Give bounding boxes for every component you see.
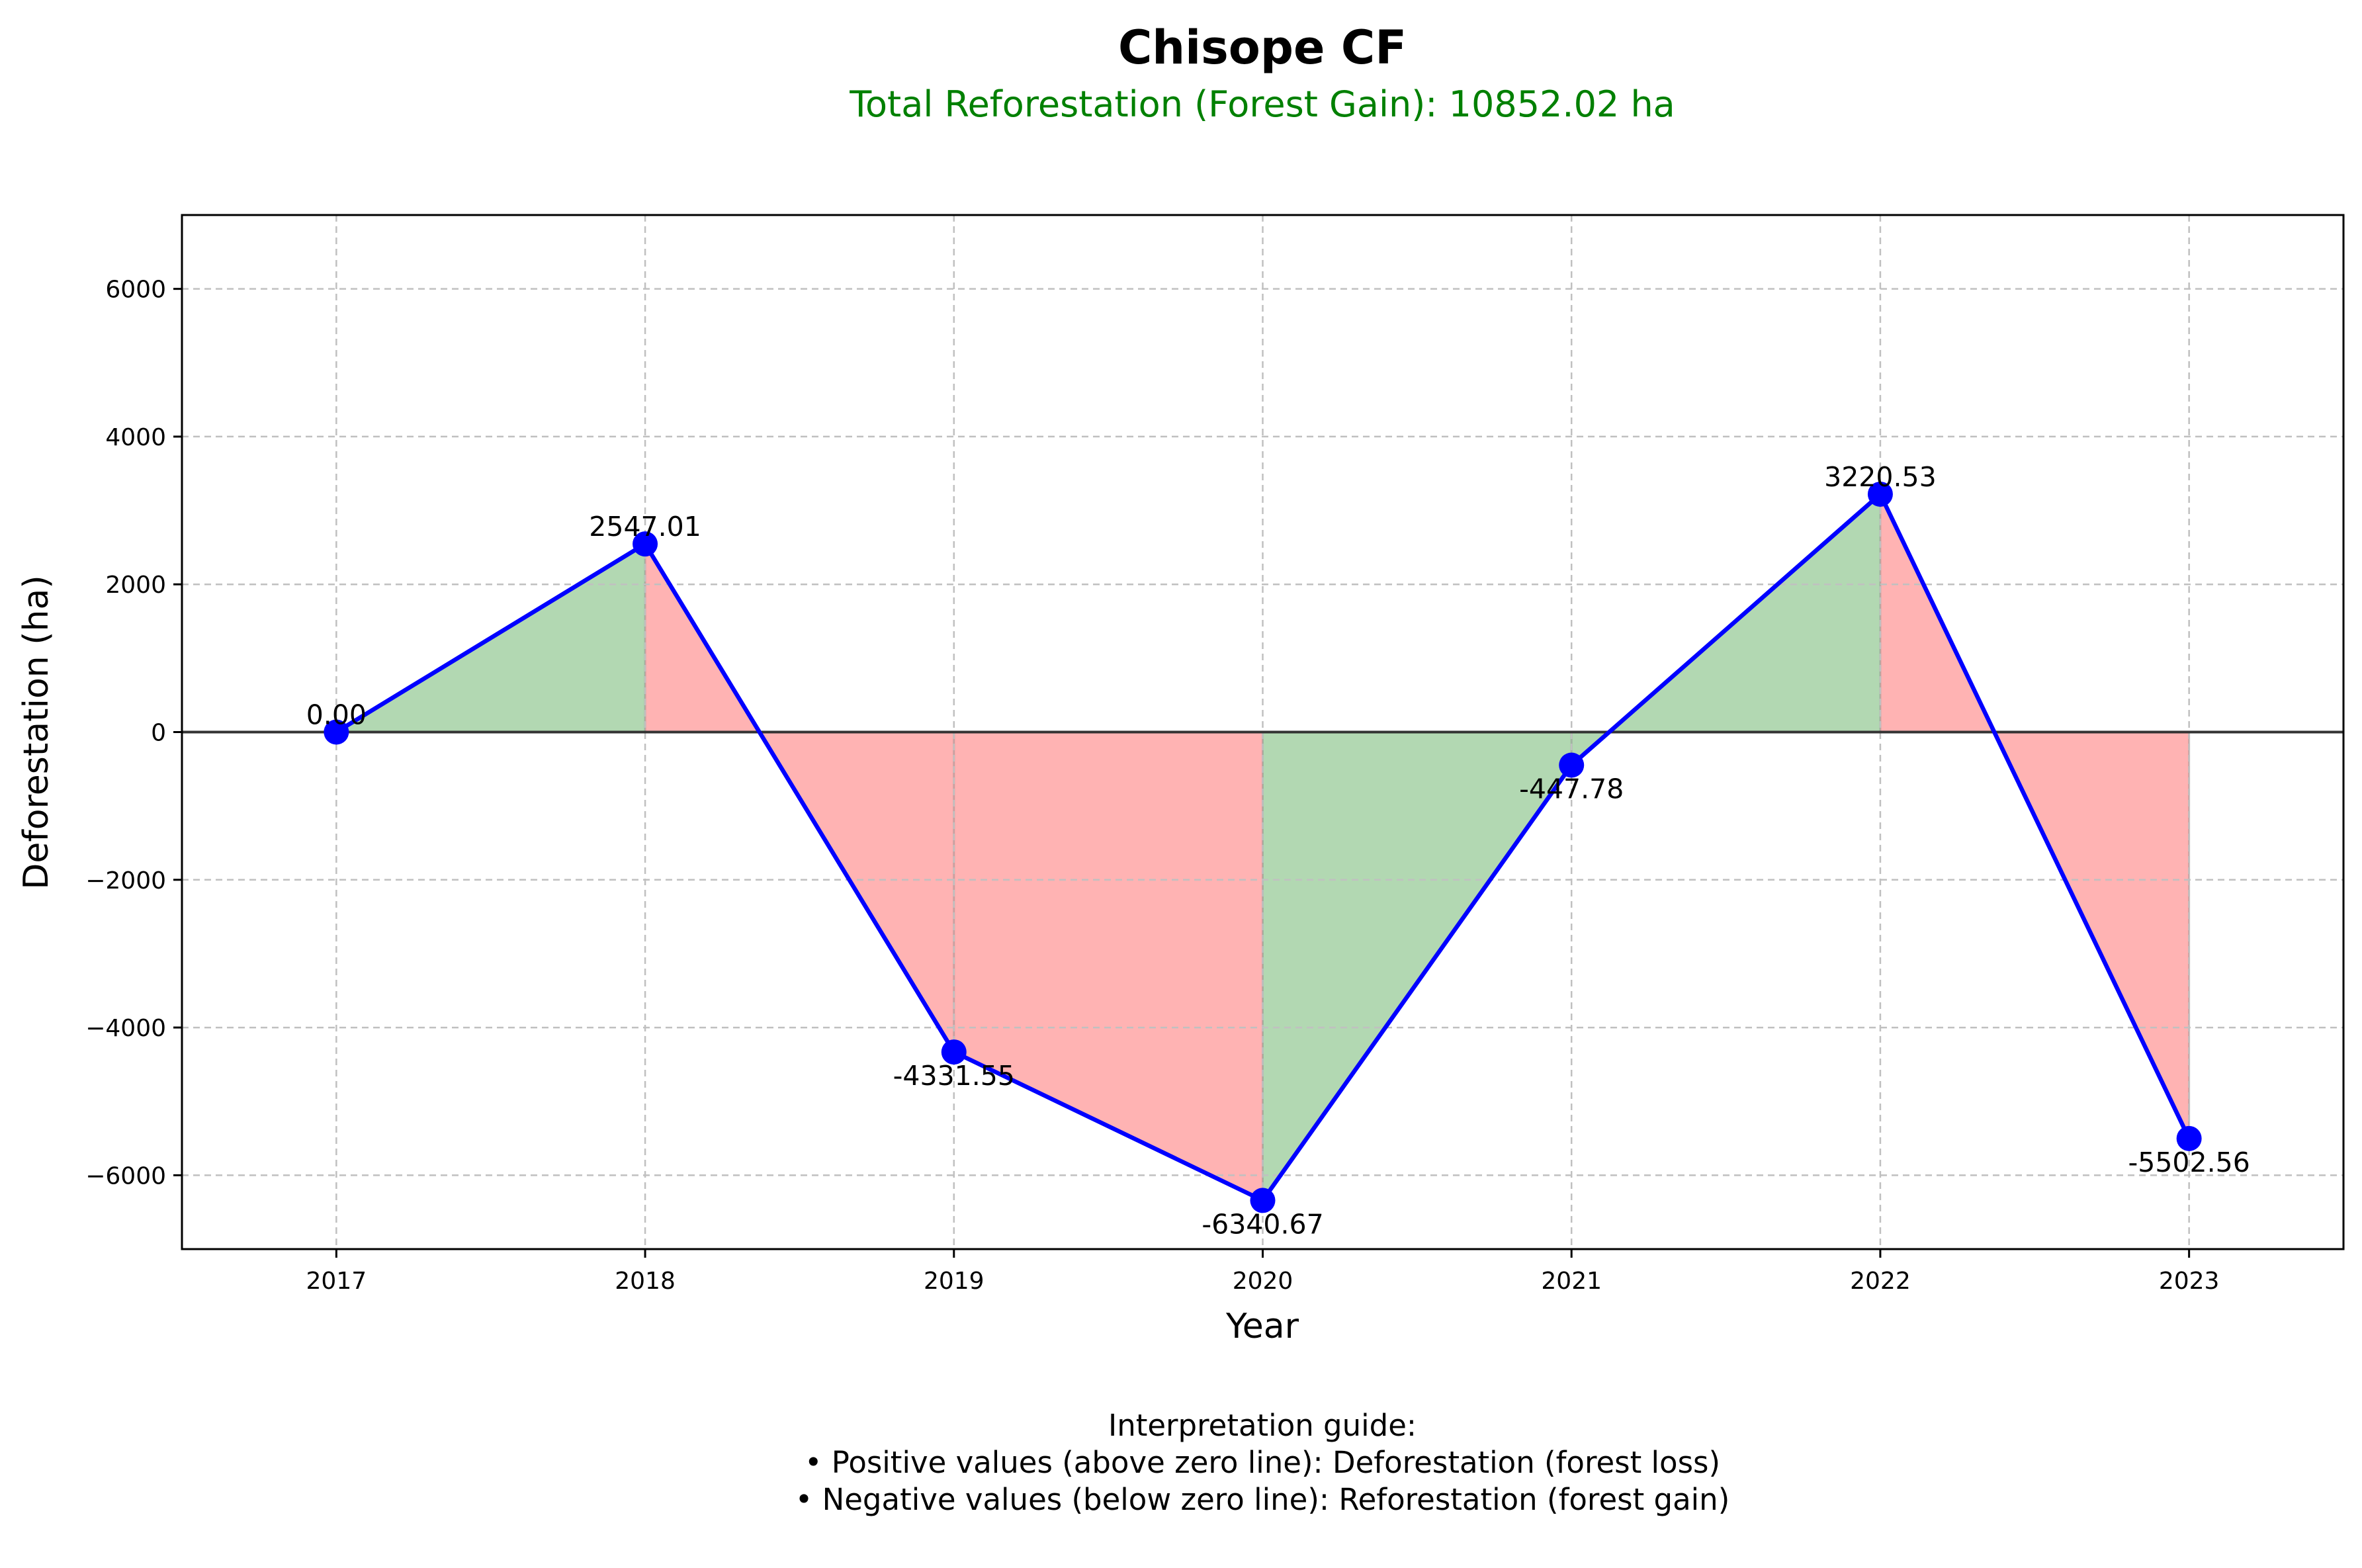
x-tick-label-2020: 2020	[1233, 1268, 1293, 1295]
chart-title: Chisope CF	[1118, 21, 1407, 75]
x-tick-label-2021: 2021	[1541, 1268, 1602, 1295]
x-tick-label-2023: 2023	[2159, 1268, 2220, 1295]
data-label-2020: -6340.67	[1202, 1208, 1323, 1240]
y-tick-label-6000: 6000	[105, 277, 166, 304]
data-label-2021: -447.78	[1519, 773, 1624, 805]
data-label-2017: 0.00	[306, 699, 367, 731]
x-tick-label-2017: 2017	[306, 1268, 367, 1295]
data-point-2022	[1867, 481, 1893, 507]
data-label-2023: -5502.56	[2128, 1147, 2250, 1178]
data-label-2022: 3220.53	[1824, 461, 1937, 493]
fill-segment-2020-2021	[1262, 732, 1572, 1201]
y-tick-label--4000: −4000	[85, 1015, 166, 1042]
data-point-2018	[633, 531, 658, 557]
y-tick-label--2000: −2000	[85, 867, 166, 894]
x-tick-label-2018: 2018	[615, 1268, 676, 1295]
interpretation-guide-negative: • Negative values (below zero line): Ref…	[795, 1482, 1730, 1517]
data-point-2020	[1250, 1188, 1276, 1213]
chart-subtitle: Total Reforestation (Forest Gain): 10852…	[849, 83, 1675, 125]
y-tick-label-2000: 2000	[105, 572, 166, 599]
x-tick-label-2022: 2022	[1850, 1268, 1911, 1295]
interpretation-guide-title: Interpretation guide:	[1108, 1408, 1417, 1443]
data-point-2019	[941, 1039, 967, 1065]
x-axis-label: Year	[1225, 1307, 1299, 1346]
y-tick-label-0: 0	[151, 720, 166, 747]
y-tick-label--6000: −6000	[85, 1162, 166, 1190]
data-label-2019: -4331.55	[893, 1060, 1015, 1092]
y-axis-label: Deforestation (ha)	[17, 575, 56, 889]
y-tick-label-4000: 4000	[105, 424, 166, 451]
interpretation-guide-positive: • Positive values (above zero line): Def…	[805, 1445, 1720, 1480]
data-point-2021	[1559, 752, 1585, 778]
data-point-2023	[2176, 1125, 2202, 1151]
data-point-2017	[324, 719, 349, 745]
x-tick-label-2019: 2019	[924, 1268, 984, 1295]
plot-area: 0.00 2547.01 -4331.55 -6340.67 -447.78 3220.5…	[85, 214, 2345, 1295]
data-label-2018: 2547.01	[589, 511, 701, 543]
fill-segment-2019-2020	[953, 732, 1263, 1201]
